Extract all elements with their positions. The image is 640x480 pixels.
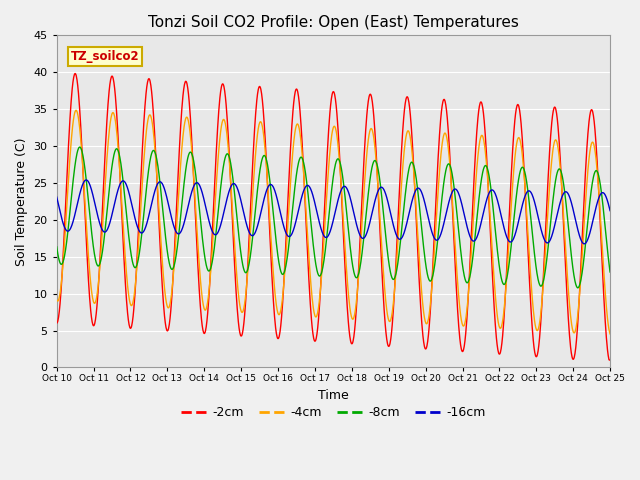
Y-axis label: Soil Temperature (C): Soil Temperature (C) bbox=[15, 137, 28, 265]
X-axis label: Time: Time bbox=[318, 389, 349, 402]
Text: TZ_soilco2: TZ_soilco2 bbox=[70, 50, 139, 63]
Legend: -2cm, -4cm, -8cm, -16cm: -2cm, -4cm, -8cm, -16cm bbox=[177, 401, 490, 424]
Title: Tonzi Soil CO2 Profile: Open (East) Temperatures: Tonzi Soil CO2 Profile: Open (East) Temp… bbox=[148, 15, 519, 30]
